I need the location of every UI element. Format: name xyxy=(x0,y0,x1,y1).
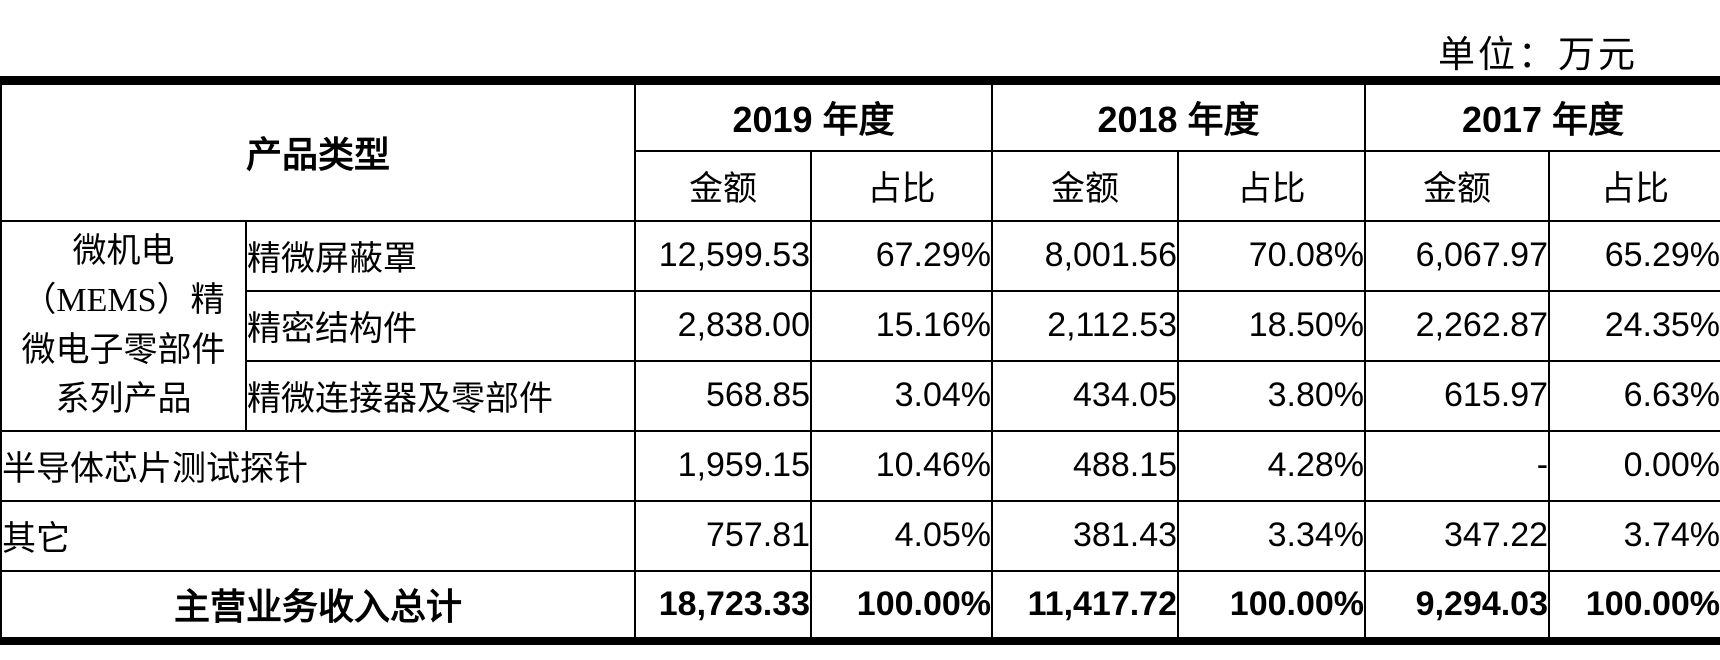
table-row-probe: 半导体芯片测试探针 1,959.15 10.46% 488.15 4.28% -… xyxy=(0,429,1720,502)
table-row-other: 其它 757.81 4.05% 381.43 3.34% 347.22 3.74… xyxy=(0,499,1720,572)
amount-2018-cell: 8,001.56 xyxy=(991,219,1180,292)
share-header-2018: 占比 xyxy=(1177,149,1367,222)
revenue-by-product-table: 产品类型 2019 年度 2018 年度 2017 年度 金额 占比 金额 占比… xyxy=(0,76,1720,645)
share-header-2017: 占比 xyxy=(1548,149,1720,222)
share-2017-cell: 0.00% xyxy=(1548,429,1720,502)
share-2019-cell: 10.46% xyxy=(810,429,994,502)
amount-2017-cell: 6,067.97 xyxy=(1364,219,1551,292)
share-2018-cell: 4.28% xyxy=(1177,429,1367,502)
share-2018-cell: 70.08% xyxy=(1177,219,1367,292)
header-year-row: 产品类型 2019 年度 2018 年度 2017 年度 xyxy=(0,79,1720,222)
product-label: 其它 xyxy=(0,499,637,572)
total-amount-2018-cell: 11,417.72 xyxy=(991,569,1180,642)
share-2017-cell: 24.35% xyxy=(1548,289,1720,362)
total-amount-2017-cell: 9,294.03 xyxy=(1364,569,1551,642)
share-2017-cell: 65.29% xyxy=(1548,219,1720,292)
year-header-2017: 2017 年度 xyxy=(1364,79,1720,152)
product-label: 半导体芯片测试探针 xyxy=(0,429,637,502)
total-share-2019-cell: 100.00% xyxy=(810,569,994,642)
amount-2019-cell: 2,838.00 xyxy=(634,289,813,362)
product-type-header: 产品类型 xyxy=(0,79,637,222)
amount-header-2017: 金额 xyxy=(1364,149,1551,222)
amount-2019-cell: 568.85 xyxy=(634,359,813,432)
product-group-label: 微机电 （MEMS）精 微电子零部件 系列产品 xyxy=(0,219,247,432)
share-2017-cell: 6.63% xyxy=(1548,359,1720,432)
amount-2018-cell: 488.15 xyxy=(991,429,1180,502)
header-sub-row: 金额 占比 金额 占比 金额 占比 xyxy=(1,149,1720,222)
amount-2018-cell: 2,112.53 xyxy=(991,289,1180,362)
year-header-2018: 2018 年度 xyxy=(991,79,1367,152)
amount-2019-cell: 12,599.53 xyxy=(634,219,813,292)
total-share-2017-cell: 100.00% xyxy=(1548,569,1720,642)
amount-2019-cell: 757.81 xyxy=(634,499,813,572)
amount-2017-cell: 347.22 xyxy=(1364,499,1551,572)
table-row-precision-structure: 精密结构件 2,838.00 15.16% 2,112.53 18.50% 2,… xyxy=(1,289,1720,362)
table-row-mems-shield: 微机电 （MEMS）精 微电子零部件 系列产品 精微屏蔽罩 12,599.53 … xyxy=(0,219,1720,432)
amount-2018-cell: 434.05 xyxy=(991,359,1180,432)
amount-2017-cell: 615.97 xyxy=(1364,359,1551,432)
product-label: 精密结构件 xyxy=(244,289,637,362)
share-2019-cell: 15.16% xyxy=(810,289,994,362)
amount-2018-cell: 381.43 xyxy=(991,499,1180,572)
total-label: 主营业务收入总计 xyxy=(0,569,637,642)
product-label: 精微屏蔽罩 xyxy=(244,219,637,292)
share-2018-cell: 3.34% xyxy=(1177,499,1367,572)
amount-header-2019: 金额 xyxy=(634,149,813,222)
share-2019-cell: 67.29% xyxy=(810,219,994,292)
share-2017-cell: 3.74% xyxy=(1548,499,1720,572)
share-2019-cell: 4.05% xyxy=(810,499,994,572)
table-row-total: 主营业务收入总计 18,723.33 100.00% 11,417.72 100… xyxy=(0,569,1720,642)
total-share-2018-cell: 100.00% xyxy=(1177,569,1367,642)
share-2018-cell: 3.80% xyxy=(1177,359,1367,432)
amount-header-2018: 金额 xyxy=(991,149,1180,222)
amount-2019-cell: 1,959.15 xyxy=(634,429,813,502)
share-header-2019: 占比 xyxy=(810,149,994,222)
total-amount-2019-cell: 18,723.33 xyxy=(634,569,813,642)
share-2019-cell: 3.04% xyxy=(810,359,994,432)
product-label: 精微连接器及零部件 xyxy=(244,359,637,432)
year-header-2019: 2019 年度 xyxy=(634,79,994,152)
unit-label: 单位：万元 xyxy=(1438,35,1638,76)
amount-2017-cell: - xyxy=(1364,429,1551,502)
table-row-micro-connector: 精微连接器及零部件 568.85 3.04% 434.05 3.80% 615.… xyxy=(1,359,1720,432)
share-2018-cell: 18.50% xyxy=(1177,289,1367,362)
amount-2017-cell: 2,262.87 xyxy=(1364,289,1551,362)
